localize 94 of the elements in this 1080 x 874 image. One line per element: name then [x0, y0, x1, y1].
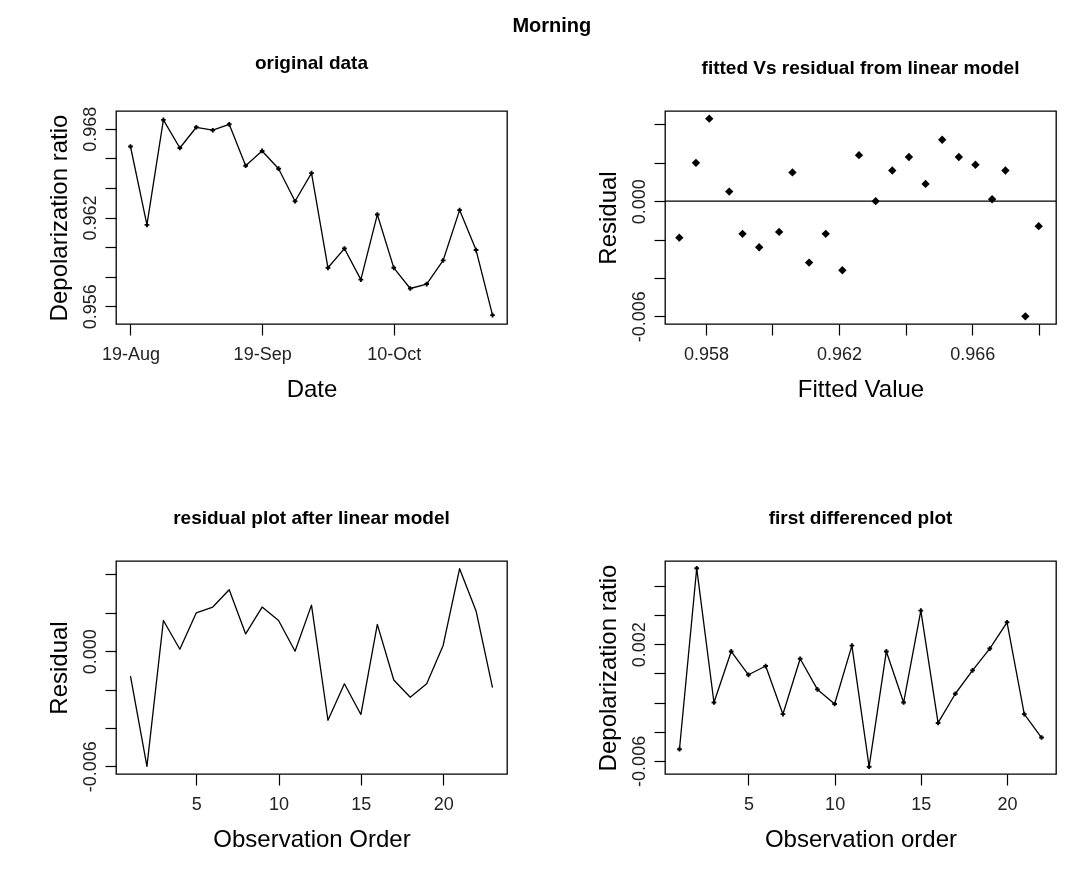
point — [374, 212, 380, 217]
y-tick-label: 0.956 — [79, 284, 100, 330]
x-tick-label: 5 — [191, 793, 202, 814]
point — [694, 565, 700, 571]
x-axis-title: Fitted Value — [797, 374, 925, 402]
point — [440, 258, 446, 263]
point — [832, 701, 837, 707]
y-axis-title: Residual — [593, 171, 621, 265]
point — [938, 135, 947, 144]
point — [691, 158, 701, 167]
point — [342, 246, 347, 251]
y-tick-label: 0.000 — [79, 629, 100, 675]
point — [457, 207, 462, 213]
point — [952, 691, 958, 697]
point — [210, 127, 216, 133]
x-tick-label: 10 — [825, 793, 846, 814]
chart-title: fitted Vs residual from linear model — [701, 57, 1020, 78]
chart-title: first differenced plot — [768, 507, 954, 528]
point — [705, 114, 714, 123]
point — [728, 649, 734, 654]
point — [884, 649, 889, 654]
point — [838, 266, 847, 275]
text: Morning — [512, 13, 592, 36]
y-tick-label: -0.006 — [628, 291, 649, 343]
point — [971, 160, 980, 169]
point — [904, 152, 914, 162]
point — [325, 265, 331, 271]
point — [738, 229, 747, 238]
point — [987, 646, 993, 651]
point — [677, 746, 682, 752]
point — [788, 168, 797, 177]
point — [763, 663, 769, 669]
x-tick-label: 19-Sep — [233, 343, 292, 364]
point — [1034, 221, 1043, 231]
point — [675, 233, 684, 242]
point — [391, 265, 397, 271]
point — [987, 195, 997, 204]
y-tick-label: 0.000 — [628, 179, 649, 225]
point — [815, 687, 820, 692]
point — [746, 672, 751, 678]
point — [1001, 166, 1010, 175]
point — [849, 643, 855, 648]
x-tick-label: 10-Oct — [367, 343, 422, 364]
point — [821, 229, 830, 238]
x-tick-label: 19-Aug — [101, 343, 160, 364]
y-tick-label: 0.968 — [79, 106, 100, 152]
x-axis-title: Date — [286, 374, 338, 402]
point — [243, 163, 249, 169]
point — [921, 179, 930, 189]
point — [725, 187, 734, 196]
point — [774, 227, 784, 237]
y-tick-label: -0.006 — [628, 735, 649, 787]
point — [1021, 711, 1027, 717]
point — [1004, 619, 1010, 625]
x-tick-label: 15 — [351, 793, 372, 814]
point — [970, 668, 975, 673]
x-axis-title: Observation Order — [213, 824, 411, 852]
point — [804, 258, 814, 267]
point — [866, 764, 872, 770]
x-tick-label: 10 — [269, 793, 290, 814]
x-tick-label: 5 — [743, 793, 754, 814]
x-tick-label: 15 — [911, 793, 932, 814]
point — [954, 152, 964, 162]
y-tick-label: 0.962 — [79, 195, 100, 241]
point — [918, 608, 924, 613]
x-tick-label: 0.962 — [817, 343, 863, 364]
x-tick-label: 20 — [997, 793, 1018, 814]
chart-title: residual plot after linear model — [173, 507, 450, 528]
point — [901, 700, 906, 705]
y-tick-label: -0.006 — [79, 741, 100, 793]
point — [854, 150, 864, 160]
x-tick-label: 0.966 — [950, 343, 996, 364]
point — [407, 286, 413, 291]
point — [292, 198, 298, 204]
line-series — [129, 568, 494, 767]
point — [424, 281, 430, 287]
x-tick-label: 0.958 — [683, 343, 729, 364]
point — [193, 124, 199, 130]
point — [1021, 312, 1030, 321]
point — [226, 121, 232, 127]
point — [161, 117, 166, 123]
y-axis-title: Depolarization ratio — [593, 564, 621, 772]
point — [754, 243, 764, 252]
point — [358, 277, 364, 282]
chart-subtitle: original data — [255, 52, 369, 74]
point — [780, 711, 786, 717]
y-axis-title: Residual — [44, 621, 72, 715]
x-tick-label: 20 — [433, 793, 454, 814]
y-tick-label: 0.002 — [628, 622, 649, 668]
point — [797, 656, 803, 662]
point — [276, 166, 281, 172]
point — [888, 166, 897, 175]
x-axis-title: Observation order — [764, 824, 958, 852]
y-axis-title: Depolarization ratio — [44, 114, 72, 322]
